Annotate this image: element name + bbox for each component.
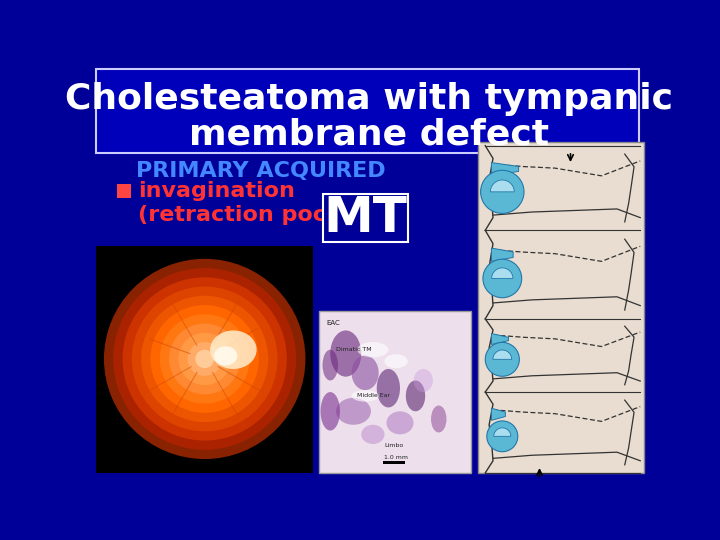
Circle shape bbox=[188, 342, 222, 376]
Circle shape bbox=[179, 333, 231, 385]
Bar bbox=[96, 246, 313, 473]
Circle shape bbox=[195, 350, 214, 368]
Bar bbox=[477, 142, 644, 473]
Circle shape bbox=[122, 278, 287, 441]
Ellipse shape bbox=[413, 369, 433, 392]
Bar bbox=[383, 461, 405, 464]
Circle shape bbox=[483, 259, 522, 298]
Text: invagination: invagination bbox=[138, 181, 295, 201]
Circle shape bbox=[487, 421, 518, 452]
Bar bbox=[117, 184, 131, 198]
Ellipse shape bbox=[330, 330, 361, 377]
Ellipse shape bbox=[361, 425, 384, 444]
Polygon shape bbox=[492, 334, 508, 345]
Ellipse shape bbox=[351, 355, 379, 390]
Polygon shape bbox=[492, 163, 518, 176]
Text: MT: MT bbox=[323, 194, 407, 242]
Ellipse shape bbox=[357, 342, 388, 357]
Text: EAC: EAC bbox=[326, 320, 340, 326]
Polygon shape bbox=[492, 408, 505, 420]
Ellipse shape bbox=[214, 346, 238, 366]
Ellipse shape bbox=[336, 398, 371, 425]
Polygon shape bbox=[492, 248, 513, 261]
Text: 1.0 mm: 1.0 mm bbox=[384, 455, 408, 460]
Polygon shape bbox=[493, 350, 512, 359]
Bar bbox=[96, 69, 639, 153]
Text: (retraction pocket): (retraction pocket) bbox=[138, 205, 376, 225]
Ellipse shape bbox=[387, 411, 413, 434]
Ellipse shape bbox=[377, 369, 400, 408]
Polygon shape bbox=[492, 268, 513, 279]
Text: Dimatic TM: Dimatic TM bbox=[336, 347, 372, 352]
Text: membrane defect: membrane defect bbox=[189, 117, 549, 151]
Polygon shape bbox=[490, 180, 514, 192]
Text: Limbo: Limbo bbox=[384, 443, 404, 448]
Polygon shape bbox=[494, 428, 510, 436]
Circle shape bbox=[169, 323, 240, 394]
Bar bbox=[323, 194, 408, 242]
Circle shape bbox=[150, 305, 259, 413]
Circle shape bbox=[104, 259, 305, 459]
Text: PRIMARY ACQUIRED: PRIMARY ACQUIRED bbox=[137, 161, 386, 181]
Circle shape bbox=[132, 287, 277, 431]
Ellipse shape bbox=[384, 354, 408, 368]
Ellipse shape bbox=[406, 381, 426, 411]
Ellipse shape bbox=[210, 330, 256, 369]
Circle shape bbox=[113, 268, 296, 450]
Circle shape bbox=[481, 170, 524, 213]
Text: Cholesteatoma with tympanic: Cholesteatoma with tympanic bbox=[65, 83, 673, 117]
Ellipse shape bbox=[320, 392, 340, 430]
Circle shape bbox=[141, 296, 269, 422]
Ellipse shape bbox=[431, 406, 446, 433]
Text: Middle Ear: Middle Ear bbox=[357, 394, 390, 399]
Circle shape bbox=[485, 342, 519, 376]
Bar bbox=[320, 311, 471, 473]
Circle shape bbox=[160, 314, 250, 403]
Ellipse shape bbox=[351, 390, 379, 402]
Ellipse shape bbox=[323, 350, 338, 381]
